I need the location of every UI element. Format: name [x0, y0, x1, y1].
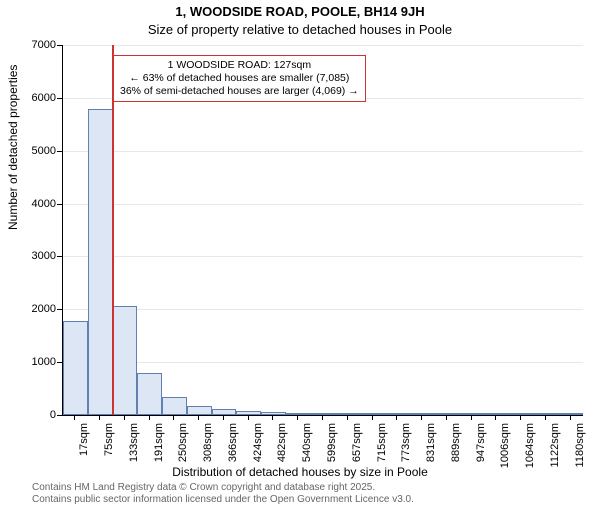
bar [434, 413, 459, 415]
gridline [63, 151, 583, 152]
bar [335, 413, 360, 415]
x-tick-label: 947sqm [475, 423, 487, 469]
callout-box: 1 WOODSIDE ROAD: 127sqm ← 63% of detache… [113, 55, 366, 102]
x-tick-label: 831sqm [425, 423, 437, 469]
bar [113, 306, 138, 415]
x-tick [223, 415, 224, 420]
x-tick [272, 415, 273, 420]
callout-line-2: ← 63% of detached houses are smaller (7,… [120, 72, 359, 85]
x-tick [570, 415, 571, 420]
y-tick [57, 204, 62, 205]
chart-container: 1, WOODSIDE ROAD, POOLE, BH14 9JH Size o… [0, 0, 600, 500]
bar [533, 413, 558, 415]
x-tick-label: 308sqm [202, 423, 214, 469]
x-tick-label: 133sqm [128, 423, 140, 469]
x-tick-label: 1122sqm [549, 423, 561, 469]
bar [162, 397, 187, 415]
x-tick [495, 415, 496, 420]
x-tick-label: 1064sqm [524, 423, 536, 469]
y-tick [57, 309, 62, 310]
y-tick [57, 45, 62, 46]
x-tick [421, 415, 422, 420]
bar [88, 109, 113, 415]
bar [212, 409, 237, 415]
x-tick [520, 415, 521, 420]
x-tick [198, 415, 199, 420]
x-tick-label: 715sqm [376, 423, 388, 469]
x-tick-label: 1006sqm [499, 423, 511, 469]
x-tick [124, 415, 125, 420]
x-tick [446, 415, 447, 420]
y-tick [57, 256, 62, 257]
x-tick-label: 657sqm [351, 423, 363, 469]
chart-title-sub: Size of property relative to detached ho… [0, 22, 600, 37]
footer-line-1: Contains HM Land Registry data © Crown c… [32, 482, 375, 493]
bar [63, 321, 88, 415]
gridline [63, 45, 583, 46]
y-tick-label: 4000 [32, 198, 56, 210]
x-tick [545, 415, 546, 420]
x-tick [396, 415, 397, 420]
x-tick-label: 599sqm [326, 423, 338, 469]
x-tick [99, 415, 100, 420]
x-tick [173, 415, 174, 420]
x-tick-label: 75sqm [103, 423, 115, 469]
x-tick-label: 424sqm [252, 423, 264, 469]
y-tick [57, 98, 62, 99]
x-tick-label: 540sqm [301, 423, 313, 469]
bar [261, 412, 286, 415]
x-tick-label: 191sqm [153, 423, 165, 469]
y-tick-label: 3000 [32, 250, 56, 262]
y-tick-label: 1000 [32, 356, 56, 368]
callout-line-3: 36% of semi-detached houses are larger (… [120, 85, 359, 98]
y-tick-label: 0 [50, 409, 56, 421]
bar [459, 413, 484, 415]
y-tick-label: 7000 [32, 39, 56, 51]
x-tick [149, 415, 150, 420]
x-tick-label: 773sqm [400, 423, 412, 469]
y-tick-label: 5000 [32, 145, 56, 157]
bar [360, 413, 385, 415]
bar [187, 406, 212, 416]
x-tick-label: 889sqm [450, 423, 462, 469]
x-tick-label: 366sqm [227, 423, 239, 469]
chart-title-main: 1, WOODSIDE ROAD, POOLE, BH14 9JH [0, 4, 600, 19]
y-tick [57, 151, 62, 152]
x-tick-label: 482sqm [276, 423, 288, 469]
x-tick-label: 17sqm [78, 423, 90, 469]
x-tick [297, 415, 298, 420]
bar [236, 411, 261, 415]
x-tick-label: 1180sqm [574, 423, 586, 469]
bar [137, 373, 162, 415]
y-tick [57, 362, 62, 363]
y-tick [57, 415, 62, 416]
gridline [63, 309, 583, 310]
y-tick-label: 2000 [32, 303, 56, 315]
x-tick [471, 415, 472, 420]
gridline [63, 204, 583, 205]
x-tick-label: 250sqm [177, 423, 189, 469]
gridline [63, 256, 583, 257]
y-axis-title: Number of detached properties [6, 65, 20, 230]
bar [558, 413, 583, 415]
x-tick [322, 415, 323, 420]
x-tick [347, 415, 348, 420]
y-tick-label: 6000 [32, 92, 56, 104]
callout-line-1: 1 WOODSIDE ROAD: 127sqm [120, 59, 359, 72]
x-tick [74, 415, 75, 420]
x-tick [372, 415, 373, 420]
gridline [63, 362, 583, 363]
x-tick [248, 415, 249, 420]
plot-area: 1 WOODSIDE ROAD: 127sqm ← 63% of detache… [62, 45, 583, 416]
